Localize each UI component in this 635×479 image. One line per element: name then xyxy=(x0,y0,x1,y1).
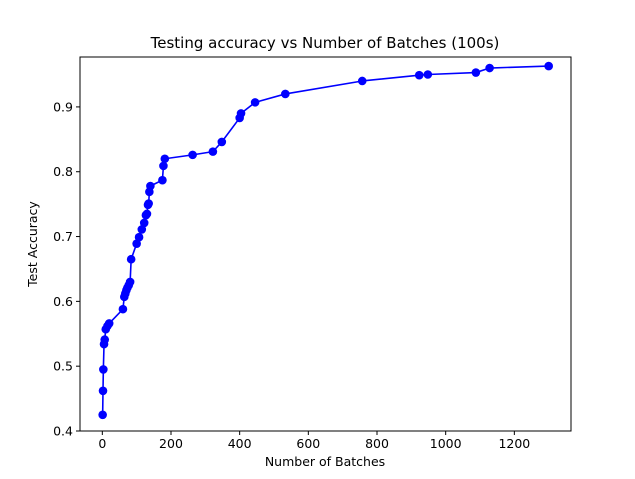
y-tick-label: 0.7 xyxy=(53,229,73,244)
x-tick-label: 400 xyxy=(228,436,252,451)
data-point xyxy=(217,137,227,147)
data-point xyxy=(100,335,110,344)
data-point xyxy=(137,225,147,234)
y-tick-label: 0.4 xyxy=(53,424,73,439)
data-point xyxy=(236,109,246,118)
x-axis-label: Number of Batches xyxy=(265,454,385,469)
data-point xyxy=(134,232,144,242)
y-axis-label: Test Accuracy xyxy=(25,201,40,288)
data-point xyxy=(98,410,107,420)
data-point xyxy=(126,254,136,264)
axes-frame xyxy=(79,56,572,432)
data-point xyxy=(208,147,218,156)
data-point xyxy=(158,175,167,185)
axis-ticks: 0 200 400 600 800 1000 1200 0.4 0.5 0.6 0.7 0.8 0.9 xyxy=(53,99,530,451)
x-tick-label: 1000 xyxy=(430,436,462,451)
data-point xyxy=(99,365,108,374)
data-point xyxy=(104,319,114,328)
x-tick-label: 200 xyxy=(159,436,183,451)
x-tick-label: 600 xyxy=(296,436,320,451)
data-point xyxy=(544,61,553,71)
data-point xyxy=(159,161,168,171)
data-point xyxy=(357,76,367,86)
data-point xyxy=(414,70,424,80)
data-point xyxy=(125,277,135,287)
x-tick-label: 0 xyxy=(98,436,106,451)
data-point xyxy=(281,89,290,99)
data-point xyxy=(98,386,108,396)
y-tick-label: 0.9 xyxy=(53,99,73,114)
data-point xyxy=(139,218,149,228)
data-point xyxy=(144,199,153,208)
data-point xyxy=(160,154,170,164)
data-point xyxy=(485,63,494,73)
data-point xyxy=(132,239,141,248)
y-tick-label: 0.5 xyxy=(53,359,73,374)
data-point xyxy=(423,70,433,79)
x-tick-label: 1200 xyxy=(498,436,530,451)
data-point xyxy=(142,209,152,219)
y-tick-label: 0.8 xyxy=(53,164,73,179)
chart-title: Testing accuracy vs Number of Batches (1… xyxy=(150,34,500,52)
data-point xyxy=(146,181,155,191)
data-point xyxy=(250,98,260,107)
y-tick-label: 0.6 xyxy=(53,294,73,309)
data-marks xyxy=(98,61,553,420)
x-tick-label: 800 xyxy=(365,436,389,451)
data-point xyxy=(118,304,128,314)
data-point xyxy=(471,68,481,77)
data-point xyxy=(188,150,197,160)
